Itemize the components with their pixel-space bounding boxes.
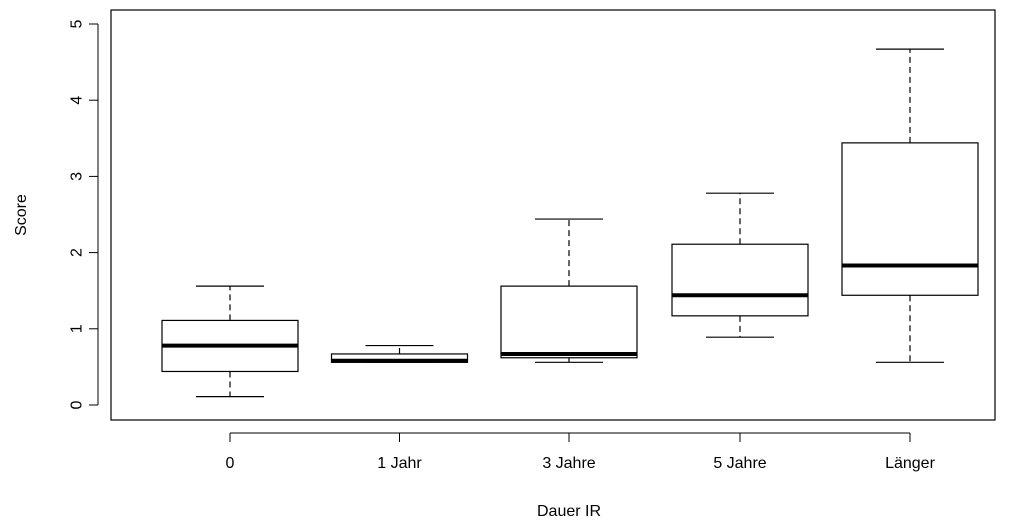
box-0 [161, 285, 299, 398]
y-tick-label: 3 [69, 172, 86, 181]
y-tick-label: 4 [69, 96, 86, 105]
iqr-box [841, 142, 979, 296]
x-axis-title: Dauer IR [537, 503, 601, 520]
box-1 [330, 344, 469, 363]
x-tick-label: Länger [885, 455, 935, 472]
box-4 [841, 48, 979, 363]
x-tick-label: 3 Jahre [542, 455, 595, 472]
box-3 [671, 192, 809, 338]
x-tick-label: 0 [226, 455, 235, 472]
y-tick-label: 2 [69, 248, 86, 257]
iqr-box [500, 285, 638, 359]
box-2 [500, 218, 638, 363]
y-tick-label: 1 [69, 324, 86, 333]
boxes [161, 48, 979, 398]
x-tick-label: 1 Jahr [377, 455, 422, 472]
x-ticks: 0 1 Jahr 3 Jahre 5 Jahre Länger [226, 433, 936, 472]
iqr-box [671, 243, 809, 317]
y-tick-label: 5 [69, 19, 86, 28]
y-axis-title: Score [13, 194, 30, 236]
plot-frame [110, 9, 996, 421]
x-tick-label: 5 Jahre [713, 455, 766, 472]
y-tick-label: 0 [69, 400, 86, 409]
y-ticks: 0 1 2 3 4 5 [69, 19, 98, 409]
